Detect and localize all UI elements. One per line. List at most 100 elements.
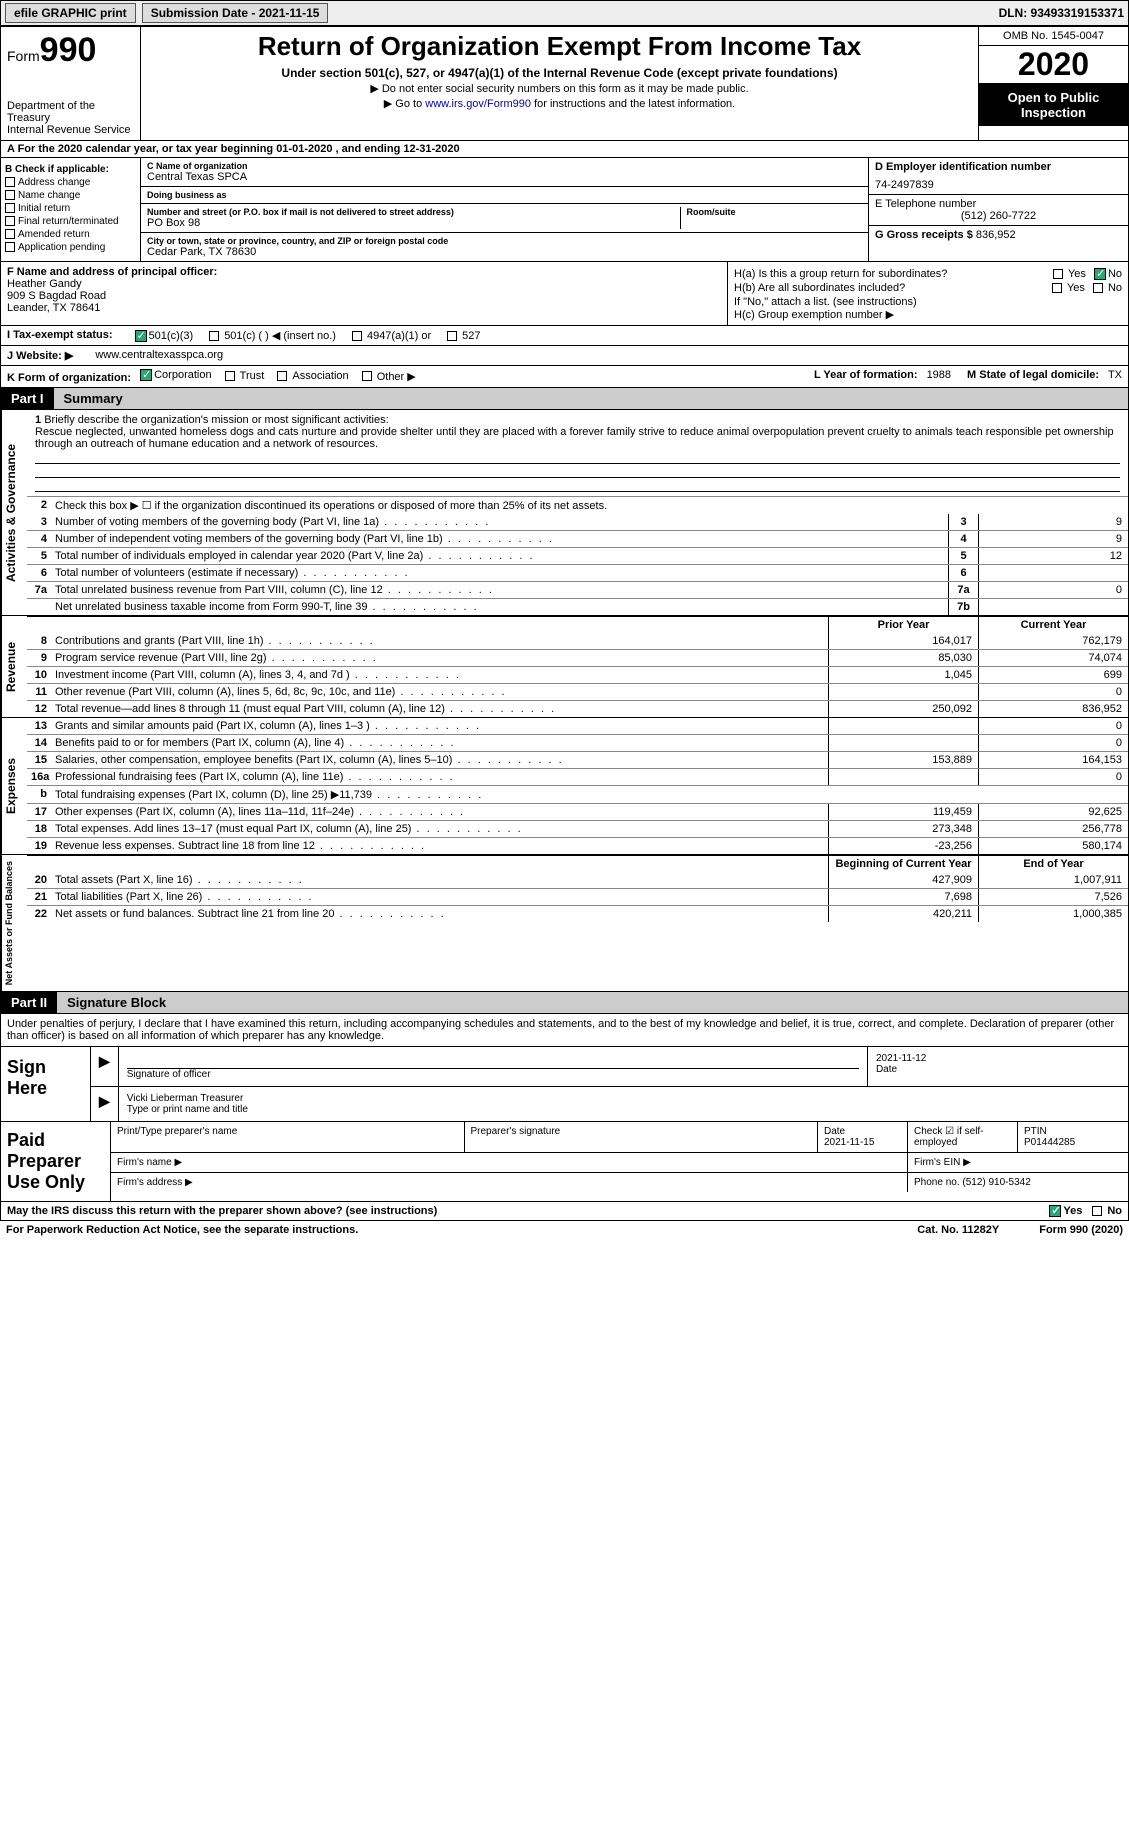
prior-val: 427,909: [828, 872, 978, 888]
sig-name: Vicki Lieberman Treasurer: [127, 1093, 1120, 1104]
discuss-yes-checked[interactable]: [1049, 1205, 1061, 1217]
line-text: Total revenue—add lines 8 through 11 (mu…: [51, 701, 828, 717]
firm-name-lab: Firm's name ▶: [111, 1153, 908, 1172]
street-value: PO Box 98: [147, 217, 674, 229]
prior-val: 273,348: [828, 821, 978, 837]
current-val: 0: [978, 684, 1128, 700]
sig-name-lab: Type or print name and title: [127, 1104, 1120, 1115]
form-footer: Form 990 (2020): [1039, 1224, 1123, 1236]
current-val: 0: [978, 718, 1128, 734]
tab-revenue: Revenue: [1, 616, 27, 717]
ck-amended[interactable]: [5, 229, 15, 239]
gov-line-val: [978, 599, 1128, 615]
ck-app-pending[interactable]: [5, 242, 15, 252]
ssn-note: ▶ Do not enter social security numbers o…: [149, 82, 970, 95]
section-b: B Check if applicable: Address change Na…: [1, 158, 141, 261]
line-text: Total expenses. Add lines 13–17 (must eq…: [51, 821, 828, 837]
street-lab: Number and street (or P.O. box if mail i…: [147, 207, 674, 217]
k-lab: K Form of organization:: [7, 372, 131, 384]
current-val: 0: [978, 769, 1128, 785]
ck-address-change[interactable]: [5, 177, 15, 187]
f-lab: F Name and address of principal officer:: [7, 266, 721, 278]
m-lab: M State of legal domicile:: [967, 369, 1099, 381]
line-text: Contributions and grants (Part VIII, lin…: [51, 633, 828, 649]
prior-val: [828, 718, 978, 734]
firm-ein-lab: Firm's EIN ▶: [908, 1153, 1128, 1172]
sig-arrow2: ▶: [91, 1087, 119, 1121]
b-title: B Check if applicable:: [5, 164, 136, 175]
current-val: 836,952: [978, 701, 1128, 717]
gov-line-text: Net unrelated business taxable income fr…: [51, 599, 948, 615]
e-lab: E Telephone number: [875, 198, 1122, 210]
ck-final-return[interactable]: [5, 216, 15, 226]
org-name: Central Texas SPCA: [147, 171, 862, 183]
row-a-period: A For the 2020 calendar year, or tax yea…: [0, 141, 1129, 158]
website-value: www.centraltexasspca.org: [95, 349, 223, 362]
line2: Check this box ▶ ☐ if the organization d…: [51, 497, 1128, 514]
dept-label: Department of the Treasury Internal Reve…: [7, 100, 134, 136]
j-lab: J Website: ▶: [7, 349, 73, 362]
open-inspection: Open to Public Inspection: [979, 84, 1128, 126]
i-527[interactable]: [447, 331, 457, 341]
officer-addr1: 909 S Bagdad Road: [7, 290, 721, 302]
current-val: 92,625: [978, 804, 1128, 820]
current-val: 164,153: [978, 752, 1128, 768]
i-501c3-checked[interactable]: [135, 330, 147, 342]
ha-yes[interactable]: [1053, 269, 1063, 279]
line-text: Grants and similar amounts paid (Part IX…: [51, 718, 828, 734]
omb-number: OMB No. 1545-0047: [979, 27, 1128, 46]
discuss-no[interactable]: [1092, 1206, 1102, 1216]
current-val: 0: [978, 735, 1128, 751]
ha-no-checked[interactable]: [1094, 268, 1106, 280]
line-text: Program service revenue (Part VIII, line…: [51, 650, 828, 666]
form-header: Form990 Department of the Treasury Inter…: [0, 26, 1129, 141]
state-domicile: TX: [1108, 369, 1122, 381]
line-text: Net assets or fund balances. Subtract li…: [51, 906, 828, 922]
submission-date-button[interactable]: Submission Date - 2021-11-15: [142, 3, 329, 23]
i-501c[interactable]: [209, 331, 219, 341]
city-lab: City or town, state or province, country…: [147, 236, 862, 246]
efile-button[interactable]: efile GRAPHIC print: [5, 3, 136, 23]
cat-no: Cat. No. 11282Y: [917, 1224, 999, 1236]
k-other[interactable]: [362, 371, 372, 381]
irs-link[interactable]: www.irs.gov/Form990: [425, 98, 531, 110]
k-trust[interactable]: [225, 371, 235, 381]
gov-line-val: 12: [978, 548, 1128, 564]
c-name-lab: C Name of organization: [147, 161, 862, 171]
part2-hdr: Part II: [1, 992, 57, 1013]
gross-receipts: 836,952: [976, 229, 1016, 241]
ck-initial-return[interactable]: [5, 203, 15, 213]
ptin: P01444285: [1024, 1137, 1075, 1148]
i-4947[interactable]: [352, 331, 362, 341]
gov-line-text: Total number of volunteers (estimate if …: [51, 565, 948, 581]
ha-q: H(a) Is this a group return for subordin…: [734, 268, 1053, 280]
hb-yes[interactable]: [1052, 283, 1062, 293]
line-text: Total fundraising expenses (Part IX, col…: [51, 786, 1128, 803]
prior-val: 164,017: [828, 633, 978, 649]
gov-line-val: [978, 565, 1128, 581]
part2-title: Signature Block: [57, 992, 1128, 1013]
mission-text: Rescue neglected, unwanted homeless dogs…: [35, 426, 1114, 450]
ck-name-change[interactable]: [5, 190, 15, 200]
mission-lab: Briefly describe the organization's miss…: [44, 414, 388, 426]
officer-addr2: Leander, TX 78641: [7, 302, 721, 314]
prior-val: [828, 684, 978, 700]
prior-val: [828, 769, 978, 785]
firm-addr-lab: Firm's address ▶: [111, 1173, 908, 1192]
k-corp-checked[interactable]: [140, 369, 152, 381]
tab-netassets: Net Assets or Fund Balances: [1, 855, 27, 991]
form-title: Return of Organization Exempt From Incom…: [149, 31, 970, 62]
dln-label: DLN: 93493319153371: [999, 6, 1124, 20]
section-h: H(a) Is this a group return for subordin…: [728, 262, 1128, 325]
year-formation: 1988: [927, 369, 951, 381]
k-assoc[interactable]: [277, 371, 287, 381]
prior-val: -23,256: [828, 838, 978, 854]
rev-h2: Current Year: [978, 617, 1128, 633]
hb-no[interactable]: [1093, 283, 1103, 293]
line-text: Professional fundraising fees (Part IX, …: [51, 769, 828, 785]
current-val: 74,074: [978, 650, 1128, 666]
firm-phone: Phone no. (512) 910-5342: [908, 1173, 1128, 1192]
discuss-q: May the IRS discuss this return with the…: [7, 1205, 437, 1217]
current-val: 762,179: [978, 633, 1128, 649]
prior-val: [828, 735, 978, 751]
